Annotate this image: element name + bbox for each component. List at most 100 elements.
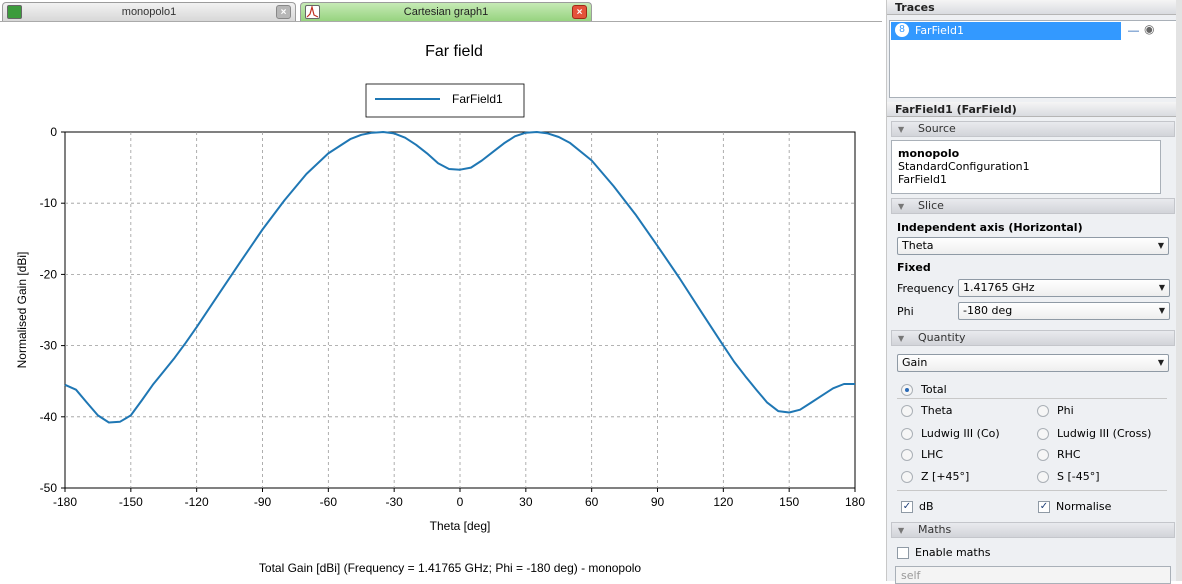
select-value: Theta [902,239,934,252]
radio-label: Total [921,383,947,396]
y-tick-label: -40 [40,410,58,424]
checkbox-box: ✓ [1038,501,1050,513]
quantity-select[interactable]: Gain ▼ [897,354,1169,372]
radio-label: Theta [921,404,953,417]
section-slice[interactable]: ▼ Slice [891,198,1175,214]
section-label: Maths [918,523,952,536]
radio-indicator [901,449,913,461]
eye-icon[interactable]: ◉ [1144,22,1155,36]
chart-title: Far field [425,43,483,60]
x-tick-label: 150 [779,495,799,509]
x-tick-label: 0 [457,495,464,509]
radio-label: Ludwig III (Co) [921,427,1000,440]
legend-box [365,83,525,118]
radio-label: Ludwig III (Cross) [1057,427,1152,440]
chevron-down-icon: ▼ [1158,306,1165,315]
far-field-plot: Far field FarField1 -180 -150 -120 -90 -60 -3… [15,43,865,575]
independent-axis-select[interactable]: Theta ▼ [897,237,1169,255]
select-value: 1.41765 GHz [963,281,1035,294]
source-box: monopolo StandardConfiguration1 FarField… [891,140,1161,194]
source-name: monopolo [898,147,960,160]
maths-expression-value: self [901,569,921,582]
x-tick-label: -180 [53,495,77,509]
y-axis-ticks: 0 -10 -20 -30 -40 -50 [40,125,65,495]
radio-indicator [1037,471,1049,483]
fixed-label: Fixed [897,261,931,274]
chart-legend: FarField1 [365,83,525,118]
section-maths[interactable]: ▼ Maths [891,522,1175,538]
section-label: Slice [918,199,944,212]
document-tab-bar: monopolo1 × Cartesian graph1 × [0,0,882,22]
tab-label: monopolo1 [121,6,177,18]
radio-indicator [1037,405,1049,417]
phi-label: Phi [897,305,914,318]
trace-row-farfield1[interactable]: 8 FarField1 [891,22,1121,40]
x-tick-label: 30 [519,495,533,509]
y-axis-label: Normalised Gain [dBi] [15,252,29,369]
tab-monopolo1[interactable]: monopolo1 × [2,2,296,22]
collapse-arrow-icon: ▼ [898,202,905,211]
trace-icon: 8 [895,23,909,37]
checkbox-label: dB [919,500,934,513]
y-tick-label: -10 [40,196,58,210]
checkbox-label: Enable maths [915,546,991,559]
x-tick-label: -150 [119,495,143,509]
radio-label: RHC [1057,448,1081,461]
frequency-select[interactable]: 1.41765 GHz ▼ [958,279,1170,297]
trace-properties-header: FarField1 (FarField) [887,102,1179,117]
tab-cartesian-graph1[interactable]: Cartesian graph1 × [300,2,592,22]
x-tick-label: 180 [845,495,865,509]
phi-select[interactable]: -180 deg ▼ [958,302,1170,320]
x-axis-label: Theta [deg] [430,519,491,533]
section-source[interactable]: ▼ Source [891,121,1175,137]
section-quantity[interactable]: ▼ Quantity [891,330,1175,346]
collapse-arrow-icon: ▼ [898,334,905,343]
collapse-arrow-icon: ▼ [898,125,905,134]
close-icon[interactable]: × [572,5,587,19]
frequency-label: Frequency [897,282,954,295]
x-tick-label: 90 [651,495,665,509]
y-tick-label: 0 [50,125,57,139]
radio-indicator [901,471,913,483]
3d-model-icon [7,5,22,19]
series-lines [64,131,855,424]
radio-indicator [901,428,913,440]
section-label: Quantity [918,331,966,344]
radio-indicator [1037,428,1049,440]
divider [897,398,1167,399]
collapse-arrow-icon: ▼ [898,526,905,535]
properties-panel: Traces 8 FarField1 — ◉ FarField1 (FarFie… [886,0,1182,584]
x-tick-label: -120 [185,495,209,509]
x-tick-label: -60 [320,495,338,509]
y-tick-label: -30 [40,339,58,353]
select-value: -180 deg [963,304,1013,317]
chevron-down-icon: ▼ [1157,358,1164,367]
chevron-down-icon: ▼ [1157,241,1164,250]
line-style-icon: — [1128,25,1139,37]
chevron-down-icon: ▼ [1158,283,1165,292]
close-icon[interactable]: × [276,5,291,19]
x-axis-ticks: -180 -150 -120 -90 -60 -30 0 30 60 90 120 150 180 [53,488,865,509]
y-tick-label: -50 [40,481,58,495]
x-tick-label: 60 [585,495,599,509]
graph-caption: Total Gain [dBi] (Frequency = 1.41765 GH… [259,561,642,575]
radio-indicator [901,405,913,417]
radio-label: Phi [1057,404,1074,417]
checkbox-box: ✓ [901,501,913,513]
select-value: Gain [902,356,928,369]
radio-label: LHC [921,448,944,461]
divider [897,490,1167,491]
radio-indicator [1037,449,1049,461]
checkbox-label: Normalise [1056,500,1112,513]
source-config: StandardConfiguration1 [898,160,1030,173]
series-line-farfield1 [64,131,855,424]
trace-label: FarField1 [915,24,964,37]
x-tick-label: -90 [254,495,272,509]
x-tick-label: -30 [385,495,403,509]
maths-expression-input[interactable]: self [895,566,1171,584]
radio-label: Z [+45°] [921,470,970,483]
independent-axis-label: Independent axis (Horizontal) [897,221,1083,234]
panel-scrollbar[interactable] [1176,0,1182,581]
tab-divider [0,21,882,22]
x-tick-label: 120 [713,495,733,509]
